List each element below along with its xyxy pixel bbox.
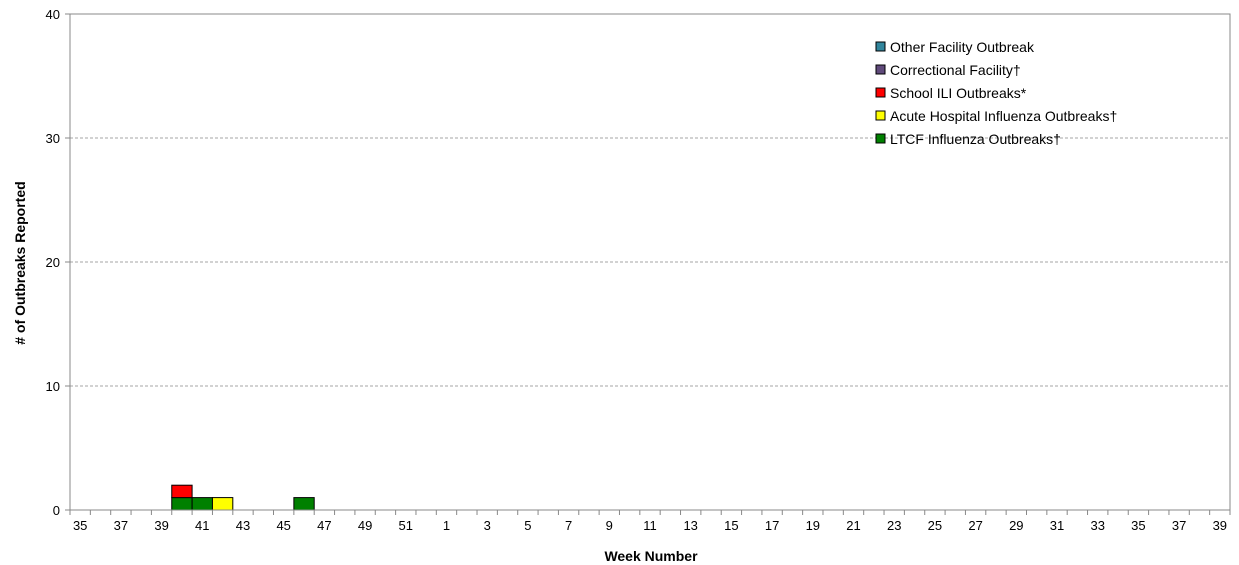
legend-label: Other Facility Outbreak	[890, 39, 1035, 55]
x-tick-label: 47	[317, 518, 331, 533]
x-tick-label: 9	[606, 518, 613, 533]
x-tick-label: 39	[154, 518, 168, 533]
bar-segment	[191, 497, 213, 511]
grid-lines	[70, 137, 1230, 387]
legend-label: LTCF Influenza Outbreaks†	[890, 131, 1061, 147]
x-tick-label: 37	[114, 518, 128, 533]
y-tick-label: 10	[46, 379, 60, 394]
x-tick-label: 49	[358, 518, 372, 533]
x-tick-label: 11	[643, 518, 657, 533]
x-axis-title: Week Number	[604, 548, 698, 564]
x-tick-label: 35	[73, 518, 87, 533]
legend-swatch	[875, 87, 886, 98]
x-tick-label: 23	[887, 518, 901, 533]
legend-swatch	[875, 64, 886, 75]
bar-segment	[211, 497, 234, 511]
x-tick-label: 19	[806, 518, 820, 533]
y-tick-label: 20	[46, 255, 60, 270]
bar-segment	[171, 497, 193, 511]
x-tick-label: 51	[399, 518, 413, 533]
legend-label: School ILI Outbreaks*	[890, 85, 1027, 101]
x-tick-label: 25	[928, 518, 942, 533]
x-tick-label: 13	[683, 518, 697, 533]
x-tick-label: 15	[724, 518, 738, 533]
x-tick-label: 35	[1131, 518, 1145, 533]
x-tick-label: 39	[1213, 518, 1227, 533]
y-tick-label: 40	[46, 7, 60, 22]
x-tick-label: 7	[565, 518, 572, 533]
legend-swatch	[875, 133, 886, 144]
x-tick-label: 41	[195, 518, 209, 533]
x-tick-label: 45	[276, 518, 290, 533]
bar-segment	[171, 484, 193, 499]
y-tick-label: 0	[53, 503, 60, 518]
y-axis-title: # of Outbreaks Reported	[12, 181, 28, 344]
x-tick-label: 1	[443, 518, 450, 533]
x-tick-label: 29	[1009, 518, 1023, 533]
x-tick-label: 43	[236, 518, 250, 533]
x-tick-label: 33	[1090, 518, 1104, 533]
legend-swatch	[875, 110, 886, 121]
x-tick-label: 17	[765, 518, 779, 533]
x-tick-label: 3	[484, 518, 491, 533]
y-tick-label: 30	[46, 131, 60, 146]
x-tick-label: 5	[524, 518, 531, 533]
x-tick-label: 27	[968, 518, 982, 533]
legend: Other Facility Outbreak Correctional Faci…	[875, 39, 1117, 147]
bars	[171, 484, 315, 511]
x-tick-label: 21	[846, 518, 860, 533]
legend-swatch	[875, 41, 886, 52]
legend-label: Correctional Facility†	[890, 62, 1021, 78]
bar-segment	[293, 497, 315, 511]
x-tick-label: 31	[1050, 518, 1064, 533]
x-tick-label: 37	[1172, 518, 1186, 533]
legend-label: Acute Hospital Influenza Outbreaks†	[890, 108, 1117, 124]
